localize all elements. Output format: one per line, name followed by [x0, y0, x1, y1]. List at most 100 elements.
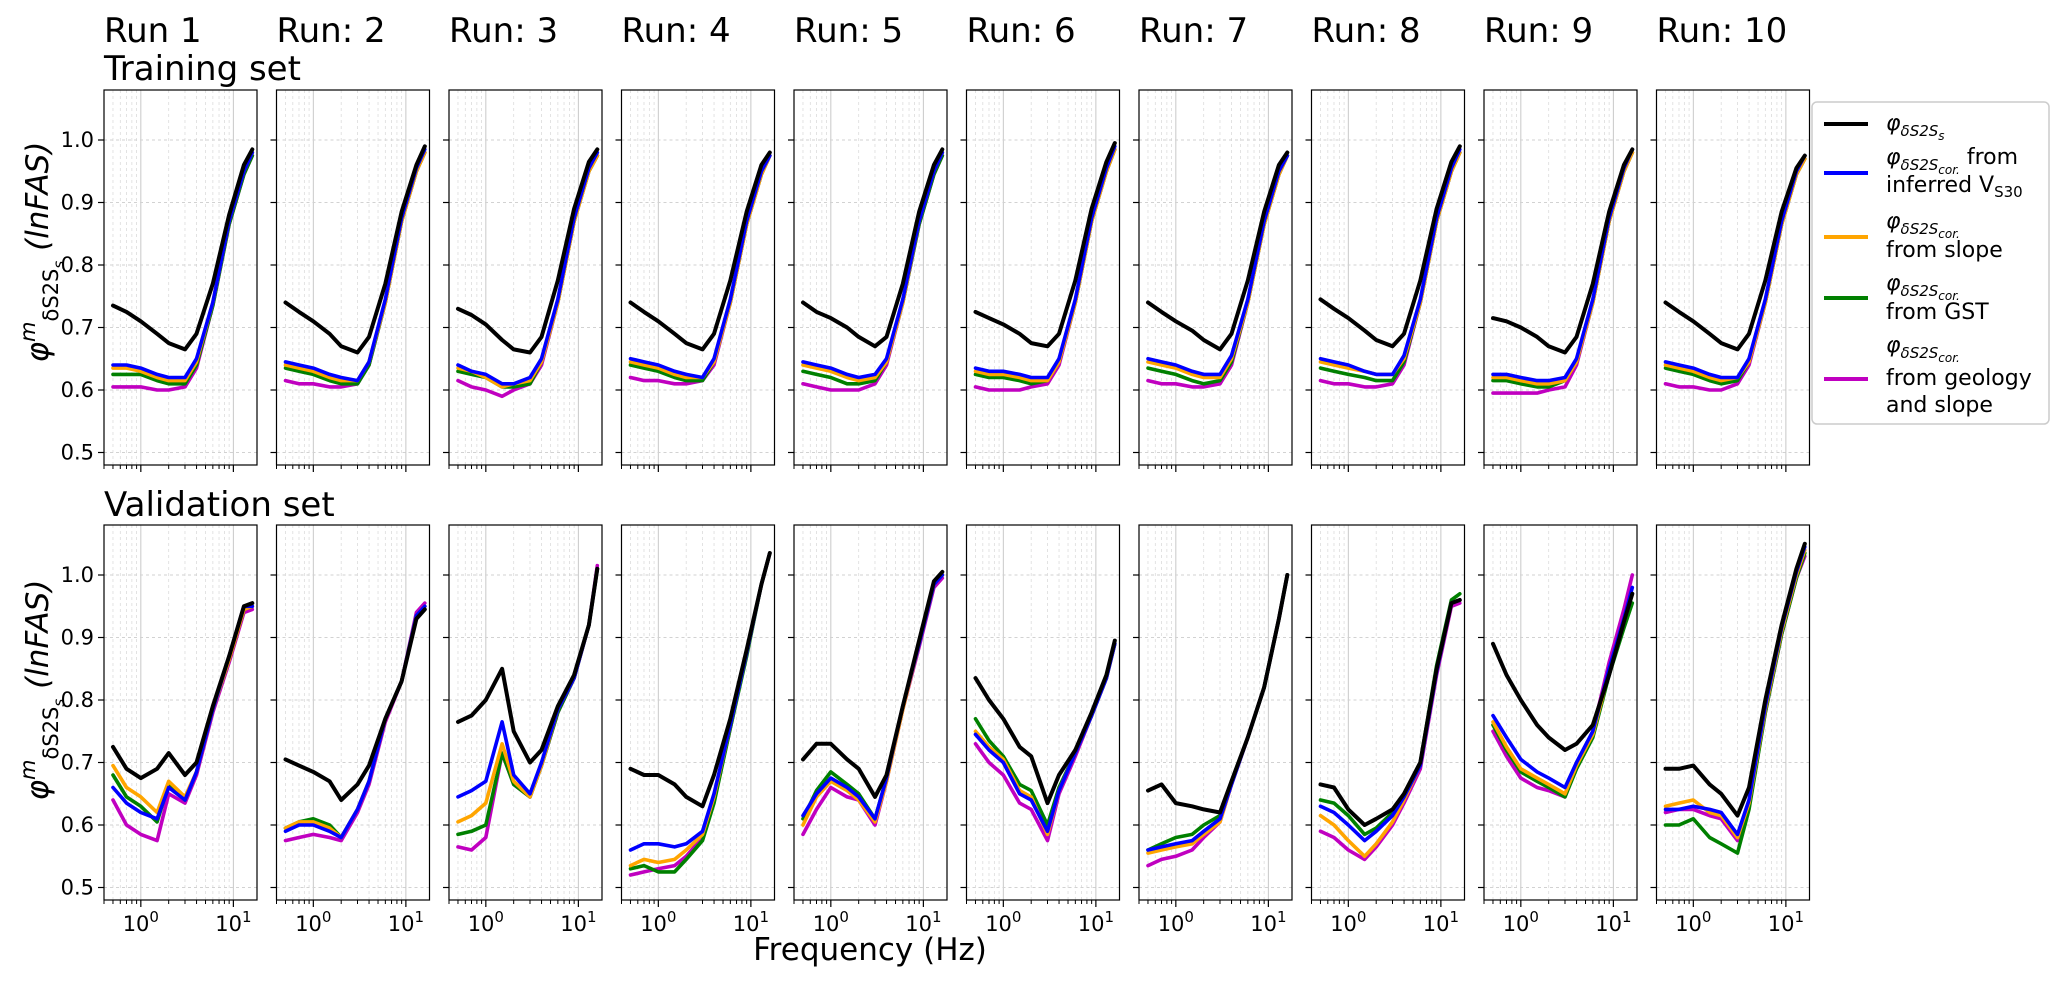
x-tick-label: 101 — [733, 908, 769, 936]
series-line-vs30 — [456, 150, 600, 386]
series-line-gst — [283, 604, 427, 840]
series-line-vs30 — [283, 604, 427, 840]
run-title: Run: 5 — [794, 11, 903, 51]
training-panel-5: Run: 5 — [788, 11, 948, 472]
legend-label-geoslope: φδS2Scor. — [1886, 333, 1960, 365]
legend-label-total: φδS2Ss — [1886, 111, 1945, 143]
legend-label-slope: φδS2Scor. — [1886, 209, 1960, 241]
axes-frame — [965, 89, 1121, 466]
series-line-gst — [628, 551, 772, 874]
series-line-vs30 — [1146, 573, 1290, 852]
validation-panel-3: 100 101 — [443, 524, 603, 936]
axes-frame — [1655, 89, 1811, 466]
legend-frame — [1811, 101, 2050, 425]
axes-frame — [620, 524, 776, 901]
x-tick-label: 101 — [1595, 908, 1631, 936]
axes-frame — [793, 524, 948, 901]
series-line-total — [801, 569, 945, 799]
training-panel-10: Run: 10 — [1650, 11, 1811, 472]
axes-frame — [448, 524, 603, 901]
series-line-slope — [283, 150, 427, 383]
legend-label-vs30-line2: inferred VS30 — [1886, 173, 2023, 201]
svg-text:φmδS2Ss (lnFAS): φmδS2Ss (lnFAS) — [16, 580, 68, 801]
y-label-sup: m — [16, 759, 40, 779]
training-panel-6: Run: 6 — [960, 11, 1121, 472]
series-line-slope — [628, 551, 772, 868]
series-line-vs30 — [111, 604, 255, 821]
legend-label-geoslope-line3: and slope — [1886, 393, 1993, 418]
series-line-vs30 — [1663, 153, 1807, 380]
y-tick-label: 0.5 — [61, 441, 94, 465]
series-line-geoslope — [801, 153, 945, 392]
x-tick-label: 101 — [1768, 908, 1804, 936]
series-line-slope — [283, 604, 427, 840]
training-panel-3: Run: 3 — [443, 11, 603, 472]
legend-label-geoslope-line2: from geology — [1886, 366, 2032, 391]
x-tick-label: 101 — [905, 908, 941, 936]
legend-label-gst: φδS2Scor. — [1886, 271, 1960, 303]
validation-set-label: Validation set — [104, 485, 335, 525]
series-line-gst — [283, 150, 427, 386]
axes-frame — [1138, 89, 1293, 466]
series-line-gst — [801, 153, 945, 386]
series-line-geoslope — [456, 153, 600, 399]
series-line-vs30 — [628, 153, 772, 380]
series-line-total — [1491, 147, 1635, 355]
series-line-total — [1146, 150, 1290, 352]
validation-panel-10: 100 101 — [1650, 524, 1811, 936]
x-tick-label: 100 — [1503, 908, 1539, 936]
y-tick-label: 1.0 — [61, 128, 94, 152]
series-line-vs30 — [1318, 147, 1462, 377]
series-line-gst — [111, 604, 255, 824]
training-panel-9: Run: 9 — [1478, 11, 1638, 472]
validation-panel-1: 0.5 0.6 0.7 0.8 0.9 1.0 100 101 — [61, 524, 258, 936]
x-tick-label: 101 — [1250, 908, 1286, 936]
panels-layer: 0.5 0.6 0.7 0.8 0.9 1.0 Run 1 Run: 2 Run: 3 Run: … — [61, 11, 1811, 936]
series-line-geoslope — [1491, 150, 1635, 395]
y-tick-label: 0.6 — [61, 813, 94, 837]
training-panel-7: Run: 7 — [1133, 11, 1293, 472]
axes-frame — [620, 89, 776, 466]
axes-frame — [1310, 89, 1466, 466]
training-panel-1: 0.5 0.6 0.7 0.8 0.9 1.0 Run 1 — [61, 11, 258, 472]
validation-panel-4: 100 101 — [615, 524, 776, 936]
series-line-slope — [628, 153, 772, 380]
x-tick-label: 100 — [295, 908, 331, 936]
y-tick-label: 0.9 — [61, 626, 94, 650]
y-tick-label: 0.8 — [61, 688, 94, 712]
axes-frame — [103, 524, 258, 901]
axes-frame — [1483, 524, 1638, 901]
series-line-total — [1491, 591, 1635, 752]
series-line-total — [1146, 573, 1290, 815]
series-line-total — [973, 141, 1117, 349]
series-line-total — [456, 566, 600, 765]
series-line-slope — [1318, 150, 1462, 377]
series-line-total — [1663, 153, 1807, 352]
run-title: Run: 6 — [967, 11, 1076, 51]
series-line-gst — [1146, 573, 1290, 852]
x-tick-label: 101 — [1423, 908, 1459, 936]
y-label-subsub: s — [50, 699, 68, 707]
run-title: Run: 10 — [1657, 11, 1788, 51]
series-line-total — [283, 607, 427, 802]
series-line-vs30 — [1146, 153, 1290, 377]
x-axis-label: Frequency (Hz) — [753, 932, 987, 968]
x-tick-label: 101 — [388, 908, 424, 936]
series-line-geoslope — [628, 551, 772, 877]
series-line-vs30 — [973, 144, 1117, 380]
series-line-vs30 — [973, 641, 1117, 834]
series-line-vs30 — [1318, 598, 1462, 843]
y-axis-label-training: φmδS2Ss (lnFAS) — [16, 142, 68, 363]
series-line-total — [628, 150, 772, 352]
training-panel-2: Run: 2 — [270, 11, 431, 472]
y-label-phi: φ — [20, 341, 56, 362]
training-set-label: Training set — [103, 49, 301, 89]
axes-frame — [1138, 524, 1293, 901]
series-line-geoslope — [973, 147, 1117, 392]
series-line-geoslope — [111, 153, 255, 392]
y-label-rest: (lnFAS) — [20, 580, 56, 699]
x-tick-label: 100 — [813, 908, 849, 936]
x-tick-label: 100 — [640, 908, 676, 936]
axes-frame — [275, 89, 431, 466]
y-tick-label: 0.7 — [61, 316, 94, 340]
